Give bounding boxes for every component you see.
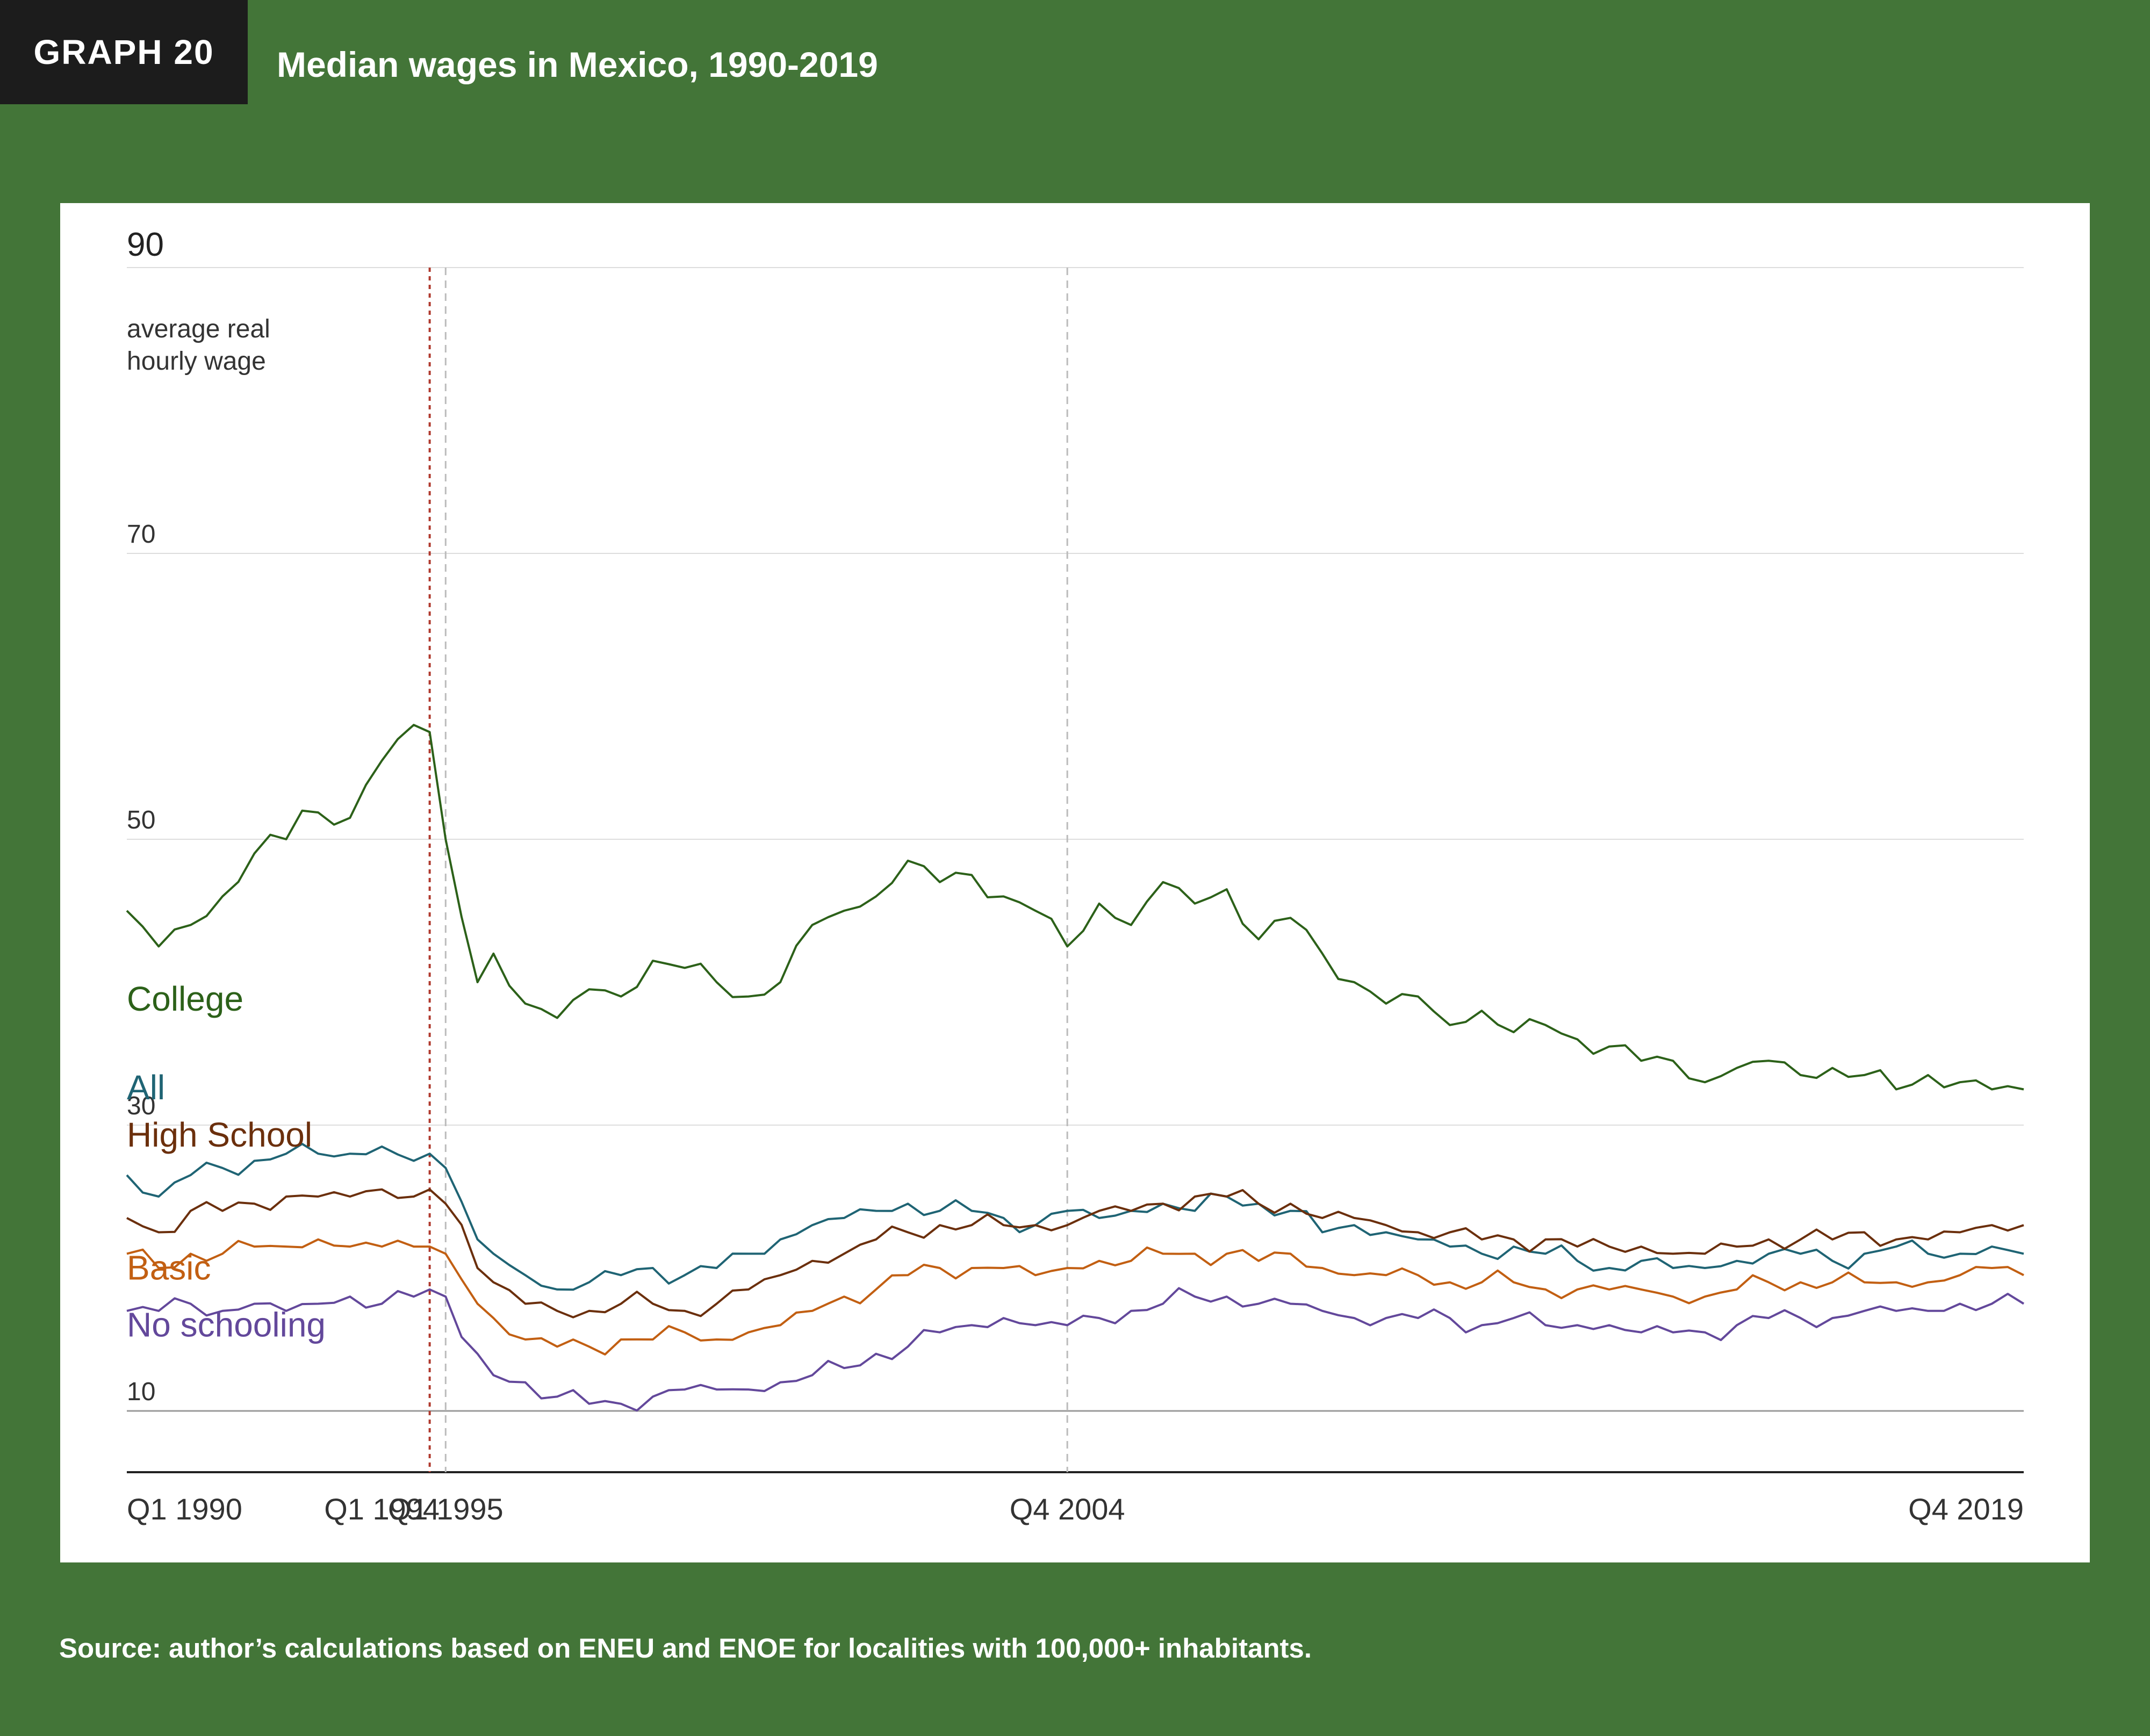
y-tick-label-70: 70 [127,520,155,549]
x-tick-label-q1-1995: Q1 1995 [388,1492,504,1526]
y-tick-label-50: 50 [127,806,155,834]
x-tick-label-q4-2004: Q4 2004 [1010,1492,1125,1526]
y-axis-label-line-1: average real [127,315,270,343]
x-tick-label-q1-1994: Q1 1994 [324,1492,440,1526]
y-tick-label-90: 90 [127,226,164,263]
source-note: Source: author’s calculations based on E… [59,1633,1312,1663]
series-line-high-school [126,1188,2024,1319]
chart-title: Median wages in Mexico, 1990-2019 [277,45,878,84]
series-line-no-schooling [126,1287,2025,1412]
series-label-all: All [127,1068,165,1107]
y-tick-label-30: 30 [127,1092,155,1120]
series-label-no-schooling: No schooling [127,1306,326,1344]
y-tick-label-10: 10 [127,1378,155,1406]
chart-panel: 10 30 50 70 90 Q1 1990 Q1 1994 Q1 1995 Q4 2004 Q… [60,203,2090,1562]
series-label-college: College [127,979,243,1018]
series-label-high-school: High School [127,1115,312,1154]
series-label-basic: Basic [127,1248,211,1287]
series-line-basic [126,1238,2024,1356]
x-tick-label-q1-1990: Q1 1990 [127,1492,242,1526]
series-line-all [126,1143,2024,1291]
graph-number-badge: GRAPH 20 [0,0,248,104]
x-tick-label-q4-2019: Q4 2019 [1908,1492,2024,1526]
y-axis-label-line-2: hourly wage [127,347,266,376]
series-line-college [126,724,2024,1091]
